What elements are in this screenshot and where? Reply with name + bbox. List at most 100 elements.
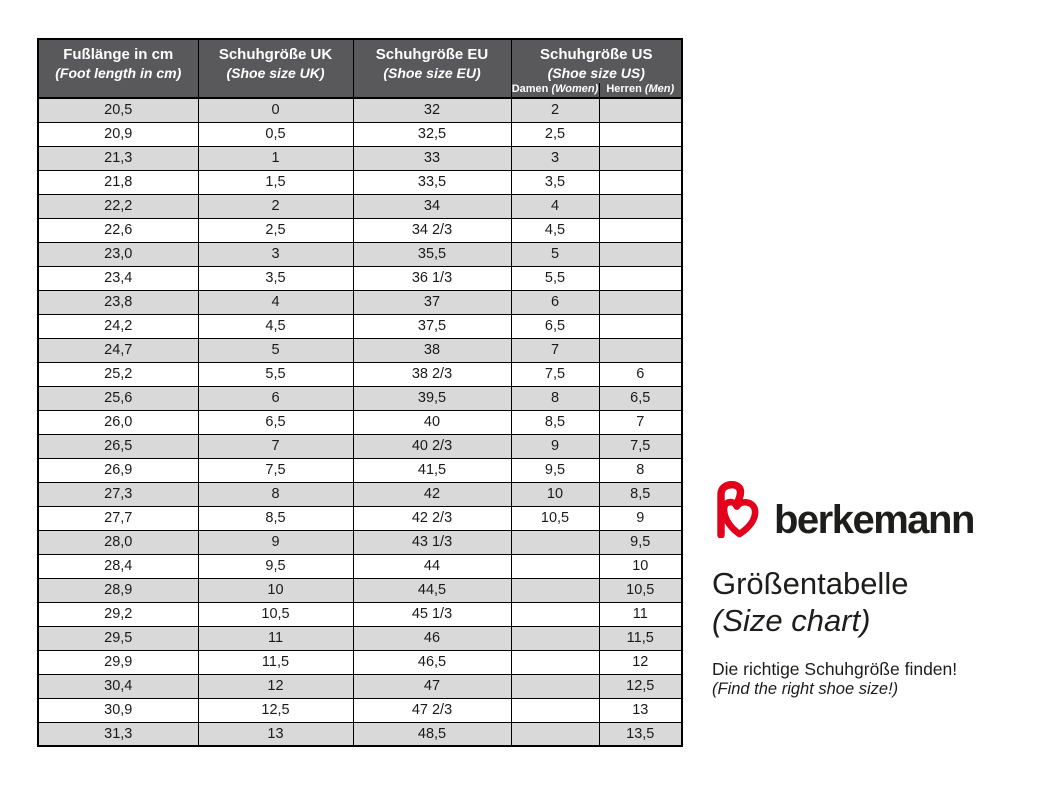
- tagline-translation: (Find the right shoe size!): [712, 680, 899, 699]
- table-row: 24,2 4,5 37,5 6,5: [37, 313, 683, 339]
- cell-size-us-men: 7,5: [598, 433, 683, 459]
- cell-size-us-men: 9,5: [598, 529, 683, 555]
- cell-foot-length: 21,8: [37, 169, 199, 195]
- page-title-translation: (Size chart): [712, 603, 871, 639]
- cell-size-uk: 0,5: [197, 121, 354, 147]
- cell-size-eu: 36 1/3: [352, 265, 512, 291]
- cell-size-us-women: 2,5: [510, 121, 600, 147]
- cell-size-us-women: 10: [510, 481, 600, 507]
- cell-foot-length: 25,2: [37, 361, 199, 387]
- table-row: 21,8 1,5 33,5 3,5: [37, 169, 683, 195]
- cell-size-eu: 48,5: [352, 721, 512, 747]
- cell-size-us-women: 4,5: [510, 217, 600, 243]
- table-row: 27,3 8 42 10 8,5: [37, 481, 683, 507]
- table-row: 29,9 11,5 46,5 12: [37, 649, 683, 675]
- cell-size-us-women: 7: [510, 337, 600, 363]
- cell-size-eu: 35,5: [352, 241, 512, 267]
- col-header-subtitle: (Shoe size EU): [383, 64, 481, 81]
- table-row: 29,2 10,5 45 1/3 11: [37, 601, 683, 627]
- col-header-title: Fußlänge in cm: [63, 46, 174, 63]
- cell-size-us-women: [510, 697, 600, 723]
- cell-size-us-women: 3: [510, 145, 600, 171]
- cell-size-us-men: [598, 217, 683, 243]
- cell-foot-length: 22,6: [37, 217, 199, 243]
- cell-foot-length: 24,2: [37, 313, 199, 339]
- cell-size-us-men: 8,5: [598, 481, 683, 507]
- table-row: 23,0 3 35,5 5: [37, 241, 683, 267]
- cell-foot-length: 21,3: [37, 145, 199, 171]
- size-table-header: Fußlänge in cm (Foot length in cm) Schuh…: [37, 38, 683, 99]
- cell-size-eu: 40: [352, 409, 512, 435]
- cell-size-us-men: 10: [598, 553, 683, 579]
- cell-size-eu: 46: [352, 625, 512, 651]
- cell-foot-length: 28,9: [37, 577, 199, 603]
- cell-size-uk: 9: [197, 529, 354, 555]
- cell-size-us-men: [598, 169, 683, 195]
- cell-foot-length: 24,7: [37, 337, 199, 363]
- cell-size-uk: 6: [197, 385, 354, 411]
- cell-size-us-men: [598, 313, 683, 339]
- cell-size-uk: 7,5: [197, 457, 354, 483]
- cell-size-eu: 41,5: [352, 457, 512, 483]
- cell-size-eu: 34 2/3: [352, 217, 512, 243]
- cell-size-us-women: [510, 553, 600, 579]
- cell-size-us-women: 7,5: [510, 361, 600, 387]
- table-row: 30,9 12,5 47 2/3 13: [37, 697, 683, 723]
- cell-foot-length: 23,8: [37, 289, 199, 315]
- cell-size-us-women: 9,5: [510, 457, 600, 483]
- col-header-us: Schuhgröße US (Shoe size US): [510, 38, 683, 83]
- table-row: 20,5 0 32 2: [37, 97, 683, 123]
- col-header-eu: Schuhgröße EU (Shoe size EU): [352, 38, 512, 99]
- cell-size-eu: 40 2/3: [352, 433, 512, 459]
- cell-size-us-men: [598, 97, 683, 123]
- table-row: 28,9 10 44,5 10,5: [37, 577, 683, 603]
- berkemann-logo: berkemann: [712, 478, 1032, 540]
- subcol-label: Herren: [606, 83, 642, 95]
- cell-size-eu: 42: [352, 481, 512, 507]
- table-row: 27,7 8,5 42 2/3 10,5 9: [37, 505, 683, 531]
- cell-size-uk: 5: [197, 337, 354, 363]
- berkemann-b-heart-icon: [717, 481, 759, 538]
- table-row: 26,9 7,5 41,5 9,5 8: [37, 457, 683, 483]
- table-row: 29,5 11 46 11,5: [37, 625, 683, 651]
- cell-foot-length: 26,9: [37, 457, 199, 483]
- cell-size-eu: 44,5: [352, 577, 512, 603]
- cell-foot-length: 28,4: [37, 553, 199, 579]
- cell-size-uk: 1,5: [197, 169, 354, 195]
- cell-foot-length: 29,9: [37, 649, 199, 675]
- cell-size-uk: 4: [197, 289, 354, 315]
- cell-size-us-women: [510, 625, 600, 651]
- cell-size-uk: 8: [197, 481, 354, 507]
- cell-foot-length: 20,5: [37, 97, 199, 123]
- cell-size-eu: 47: [352, 673, 512, 699]
- table-row: 26,0 6,5 40 8,5 7: [37, 409, 683, 435]
- cell-size-us-men: 11,5: [598, 625, 683, 651]
- table-row: 22,6 2,5 34 2/3 4,5: [37, 217, 683, 243]
- subcol-note: (Women): [551, 83, 599, 95]
- table-row: 31,3 13 48,5 13,5: [37, 721, 683, 747]
- cell-size-uk: 6,5: [197, 409, 354, 435]
- cell-foot-length: 26,5: [37, 433, 199, 459]
- cell-size-uk: 10: [197, 577, 354, 603]
- cell-size-us-women: 8,5: [510, 409, 600, 435]
- cell-foot-length: 29,2: [37, 601, 199, 627]
- cell-size-us-men: 6: [598, 361, 683, 387]
- cell-size-us-men: [598, 145, 683, 171]
- cell-size-us-men: [598, 121, 683, 147]
- col-header-title: Schuhgröße EU: [375, 46, 489, 63]
- cell-size-eu: 46,5: [352, 649, 512, 675]
- cell-size-us-men: [598, 193, 683, 219]
- cell-size-us-men: 10,5: [598, 577, 683, 603]
- cell-size-us-women: 9: [510, 433, 600, 459]
- table-row: 24,7 5 38 7: [37, 337, 683, 363]
- subcol-label: Damen: [511, 83, 549, 95]
- cell-size-uk: 5,5: [197, 361, 354, 387]
- cell-foot-length: 27,7: [37, 505, 199, 531]
- cell-size-uk: 2: [197, 193, 354, 219]
- table-row: 23,8 4 37 6: [37, 289, 683, 315]
- cell-size-us-men: [598, 337, 683, 363]
- cell-size-us-men: 7: [598, 409, 683, 435]
- cell-foot-length: 22,2: [37, 193, 199, 219]
- table-row: 21,3 1 33 3: [37, 145, 683, 171]
